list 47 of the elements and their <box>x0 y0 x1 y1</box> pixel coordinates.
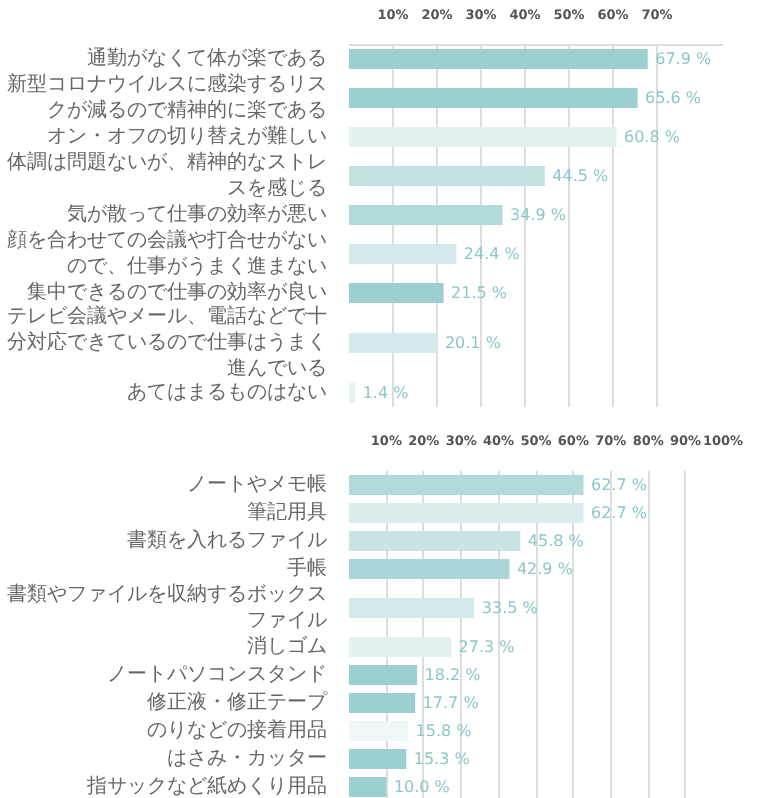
y-tick-label: 通勤がなくて体が楽である <box>87 46 327 70</box>
data-label: 20.1 % <box>444 334 502 352</box>
data-label: 24.4 % <box>463 245 521 263</box>
data-label: 21.5 % <box>451 284 508 302</box>
y-tick-label: オン・オフの切り替えが難しい <box>47 124 327 148</box>
y-tick-label: 体調は問題ないが、精神的なストレスを感じる <box>7 149 327 201</box>
y-tick-label: 書類やファイルを収納するボックスファイル <box>7 581 327 633</box>
y-tick-label: 筆記用具 <box>247 500 327 524</box>
data-label: 34.9 % <box>510 206 567 224</box>
data-label: 1.4 % <box>362 384 410 402</box>
data-label: 45.8 % <box>527 532 585 550</box>
y-tick-label: あてはまるものはない <box>127 382 327 404</box>
y-tick-label: 集中できるので仕事の効率が良い <box>27 280 327 304</box>
data-label: 15.8 % <box>415 722 473 740</box>
y-tick-label: ノートやメモ帳 <box>187 472 327 496</box>
bar <box>349 166 545 186</box>
y-tick-label: 書類を入れるファイル <box>127 528 327 552</box>
data-label: 42.9 % <box>516 560 574 578</box>
y-tick-label: 顔を合わせての会議や打合せがないので、仕事がうまく進まない <box>7 227 327 279</box>
y-tick-label: テレビ会議やメール、電話などで十分対応できているので仕事はうまく進んでいる <box>7 303 327 381</box>
bar <box>349 205 503 225</box>
data-label: 62.7 % <box>590 504 648 522</box>
y-tick-label: 指サックなど紙めくり用品 <box>85 774 327 798</box>
y-tick-label: 手帳 <box>287 556 327 580</box>
data-label: 10.0 % <box>393 778 451 796</box>
y-tick-label: 新型コロナウイルスに感染するリスクが減るので精神的に楽である <box>7 71 327 123</box>
bar <box>349 88 638 108</box>
y-tick-label: 消しゴム <box>247 634 327 658</box>
data-label: 44.5 % <box>552 167 609 185</box>
bar <box>349 127 617 147</box>
data-label: 60.8 % <box>624 128 681 146</box>
data-label: 27.3 % <box>458 638 516 656</box>
data-label: 62.7 % <box>590 476 648 494</box>
data-label: 67.9 % <box>655 50 712 68</box>
bar <box>349 283 444 303</box>
y-tick-label: 気が散って仕事の効率が悪い <box>67 202 327 226</box>
data-label: 65.6 % <box>645 89 702 107</box>
data-label: 15.3 % <box>413 750 471 768</box>
y-tick-label: 修正液・修正テープ <box>147 690 329 714</box>
y-tick-label: ノートパソコンスタンド <box>107 664 327 686</box>
data-label: 33.5 % <box>481 599 539 617</box>
bar <box>349 49 648 69</box>
y-tick-label: はさみ・カッター <box>167 748 327 770</box>
bar <box>349 244 457 264</box>
data-label: 18.2 % <box>424 666 482 684</box>
data-label: 17.7 % <box>422 694 480 712</box>
y-tick-label: のりなどの接着用品 <box>147 718 327 742</box>
